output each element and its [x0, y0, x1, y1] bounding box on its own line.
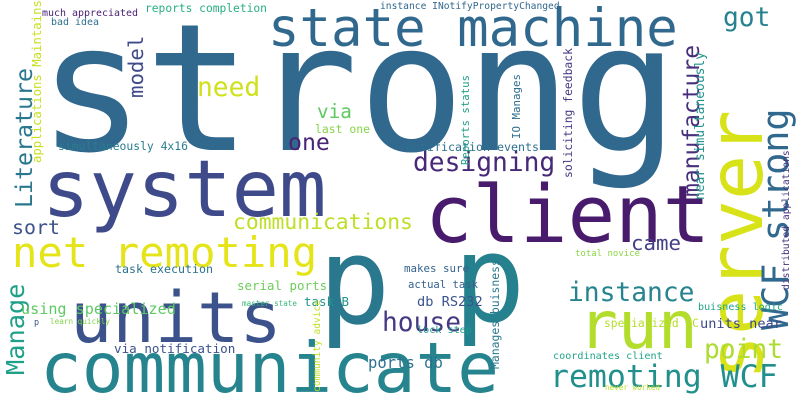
cloud-word: never worked [605, 383, 660, 392]
cloud-word: much appreciated [42, 8, 139, 19]
cloud-word: specialized PC [604, 317, 699, 330]
cloud-word: communications [233, 210, 413, 235]
cloud-word: makes sure [404, 262, 470, 275]
cloud-word: notification events [406, 140, 539, 154]
cloud-word: distributed applications [781, 150, 792, 290]
cloud-word: p [318, 212, 391, 352]
cloud-word: learn quickly [50, 317, 110, 326]
cloud-word: sort [12, 216, 60, 239]
cloud-word: Reports status [459, 75, 472, 165]
cloud-word: master state [242, 299, 297, 308]
cloud-word: instance [568, 278, 695, 308]
cloud-word: units [70, 277, 282, 359]
cloud-word: via [317, 100, 352, 123]
cloud-word: model [124, 35, 148, 98]
cloud-word: community advice [312, 300, 323, 392]
cloud-word: using specialized [21, 300, 176, 318]
cloud-word: strong [38, 0, 679, 192]
cloud-word: actual task [408, 279, 478, 291]
cloud-word: serial ports [237, 278, 328, 293]
cloud-word: point [704, 335, 784, 365]
cloud-word: run [578, 286, 698, 364]
cloud-word: near simultaneously [693, 52, 708, 200]
cloud-word: coordinates client [553, 351, 663, 362]
cloud-word: task B [304, 294, 350, 309]
cloud-word: bad idea [51, 17, 99, 28]
cloud-word: IO Manages [510, 73, 523, 139]
cloud-word: communicate [40, 329, 499, 400]
cloud-word: p [453, 210, 526, 350]
cloud-word: one [288, 129, 330, 156]
cloud-word: ports db [368, 354, 443, 372]
cloud-word: db RS232 [417, 294, 483, 310]
cloud-word: system [42, 143, 327, 235]
cloud-word: designing [413, 148, 556, 178]
cloud-word: state machine [268, 0, 678, 59]
cloud-word: p [34, 317, 40, 327]
cloud-word: via notification [114, 341, 236, 356]
cloud-word: remoting WCF [550, 359, 778, 395]
cloud-word: total novice [575, 249, 641, 259]
cloud-word: Manage [1, 283, 30, 375]
cloud-word: last one [315, 122, 370, 136]
cloud-word: client [425, 169, 711, 261]
cloud-word: buisness logic [698, 302, 783, 313]
cloud-word: got [723, 3, 771, 33]
cloud-word: house [382, 308, 462, 338]
cloud-word: soliciting feedback [561, 48, 575, 178]
cloud-word: applications Maintains [30, 0, 44, 163]
cloud-word: task execution [115, 262, 213, 276]
cloud-word: instance INotifyPropertyChanged [380, 1, 560, 12]
cloud-word: lock step [417, 325, 472, 336]
cloud-word: came [631, 231, 681, 255]
cloud-word: Manages buisness [488, 259, 502, 369]
cloud-word: reports completion [145, 2, 267, 15]
cloud-word: units near [700, 316, 782, 332]
cloud-word: net remoting [12, 228, 318, 277]
cloud-word: need [197, 73, 261, 103]
cloud-word: simultaneously 4x16 [58, 139, 188, 153]
